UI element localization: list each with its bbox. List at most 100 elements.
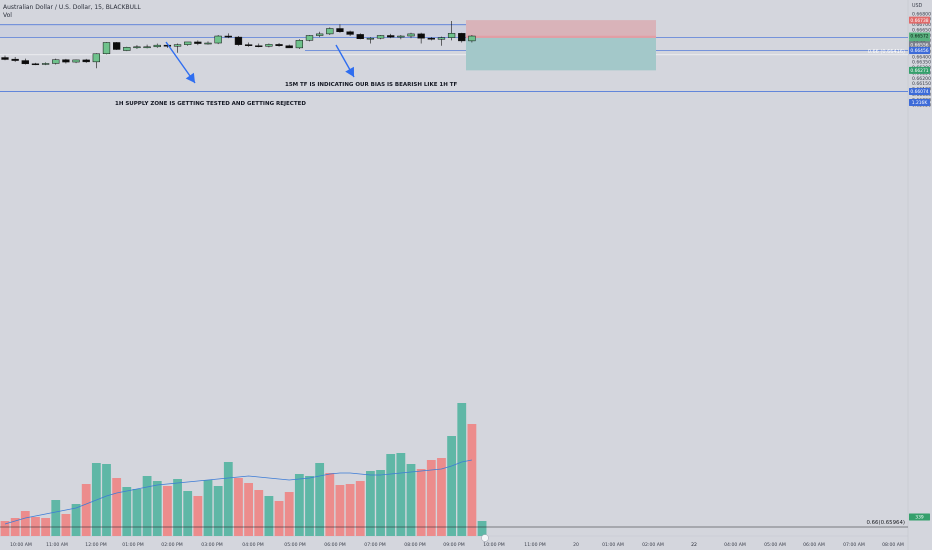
volume-bar[interactable] (274, 501, 284, 536)
volume-bar[interactable] (477, 521, 487, 536)
candle-body[interactable] (285, 45, 293, 49)
candle-body[interactable] (184, 41, 192, 45)
volume-bar[interactable] (112, 478, 122, 536)
candle-body[interactable] (346, 31, 354, 35)
volume-bar[interactable] (345, 484, 355, 536)
volume-bar[interactable] (163, 486, 172, 536)
volume-bar[interactable] (81, 484, 91, 536)
volume-bar[interactable] (203, 480, 213, 536)
stop-loss-zone[interactable] (466, 20, 656, 36)
candle-body[interactable] (153, 44, 161, 48)
candle-body[interactable] (163, 44, 172, 47)
volume-bar[interactable] (335, 485, 345, 536)
volume-bar[interactable] (355, 481, 365, 536)
supply-zone-annotation[interactable]: 1H SUPPLY ZONE IS GETTING TESTED AND GET… (115, 101, 306, 107)
candle-body[interactable] (204, 42, 212, 45)
candle-body[interactable] (255, 45, 263, 47)
volume-bar[interactable] (91, 463, 101, 536)
volume-bar[interactable] (193, 496, 203, 536)
volume-bar[interactable] (122, 487, 132, 536)
volume-bar[interactable] (437, 458, 446, 536)
candle-body[interactable] (133, 46, 141, 49)
volume-bar[interactable] (234, 478, 243, 536)
candle-body[interactable] (1, 57, 9, 60)
volume-bar[interactable] (102, 464, 111, 536)
volume-bar[interactable] (152, 481, 162, 536)
candle-body[interactable] (123, 47, 131, 51)
volume-bar[interactable] (294, 474, 304, 536)
volume-bar[interactable] (142, 476, 152, 536)
scroll-to-realtime-icon[interactable] (481, 534, 489, 542)
candle-body[interactable] (62, 59, 70, 63)
candle-body[interactable] (244, 44, 253, 46)
candle-body[interactable] (143, 46, 151, 49)
candle-body[interactable] (316, 33, 324, 36)
volume-bar[interactable] (132, 489, 142, 536)
volume-bar[interactable] (51, 500, 61, 536)
volume-bar[interactable] (223, 462, 233, 536)
candle-body[interactable] (397, 35, 405, 38)
volume-bar[interactable] (173, 479, 182, 536)
volume-bar[interactable] (183, 491, 193, 536)
volume-bar[interactable] (386, 454, 396, 536)
candle-body[interactable] (52, 59, 60, 64)
volume-bar[interactable] (325, 473, 335, 536)
volume-bar[interactable] (213, 486, 223, 536)
candle-body[interactable] (11, 58, 19, 61)
candle-body[interactable] (234, 36, 243, 45)
candle-body[interactable] (173, 44, 182, 47)
candle-body[interactable] (82, 59, 90, 63)
volume-bar[interactable] (254, 490, 264, 536)
volume-bar[interactable] (61, 514, 71, 536)
candle-body[interactable] (356, 34, 364, 39)
volume-bar[interactable] (406, 464, 416, 536)
candle-body[interactable] (275, 44, 283, 46)
candle-body[interactable] (336, 28, 344, 32)
entry-band[interactable] (466, 35, 656, 38)
candle-body[interactable] (31, 63, 40, 66)
volume-bar[interactable] (416, 469, 426, 536)
volume-bar[interactable] (305, 476, 314, 536)
volume-bar[interactable] (20, 511, 30, 536)
candle-body[interactable] (214, 35, 222, 44)
volume-bar[interactable] (396, 453, 406, 536)
take-profit-zone[interactable] (466, 37, 656, 71)
supply-arrow-head[interactable] (185, 72, 195, 83)
candle-body[interactable] (468, 35, 476, 42)
candle-body[interactable] (447, 33, 456, 38)
candle-body[interactable] (194, 41, 202, 44)
candle-body[interactable] (376, 35, 385, 39)
candle-body[interactable] (41, 63, 50, 65)
symbol-title[interactable]: Australian Dollar / U.S. Dollar, 15, BLA… (3, 4, 141, 11)
volume-bar[interactable] (426, 460, 436, 536)
candle-body[interactable] (92, 53, 100, 63)
candle-body[interactable] (102, 42, 111, 55)
volume-bar[interactable] (315, 463, 325, 536)
candle-body[interactable] (366, 37, 375, 40)
candle-body[interactable] (265, 44, 273, 47)
volume-bar[interactable] (264, 496, 274, 536)
volume-bar[interactable] (457, 403, 467, 536)
volume-bar[interactable] (31, 517, 40, 536)
candle-body[interactable] (417, 33, 425, 39)
candle-body[interactable] (458, 33, 466, 42)
candle-body[interactable] (387, 35, 395, 38)
volume-bar[interactable] (0, 521, 10, 536)
candle-body[interactable] (113, 42, 121, 50)
candle-body[interactable] (295, 40, 304, 49)
bias-arrow-head[interactable] (345, 66, 354, 77)
bias-annotation[interactable]: 15M TF IS INDICATING OUR BIAS IS BEARISH… (285, 82, 458, 88)
volume-bar[interactable] (284, 492, 294, 536)
candle-body[interactable] (224, 35, 232, 38)
volume-bar[interactable] (467, 424, 477, 536)
candle-body[interactable] (21, 60, 29, 65)
volume-indicator-label[interactable]: Vol (3, 12, 12, 19)
candle-body[interactable] (437, 37, 446, 40)
candle-body[interactable] (427, 37, 435, 40)
candle-body[interactable] (305, 35, 314, 41)
candle-body[interactable] (407, 33, 415, 37)
volume-bar[interactable] (244, 483, 253, 536)
candle-body[interactable] (72, 59, 80, 63)
volume-bar[interactable] (366, 471, 375, 536)
